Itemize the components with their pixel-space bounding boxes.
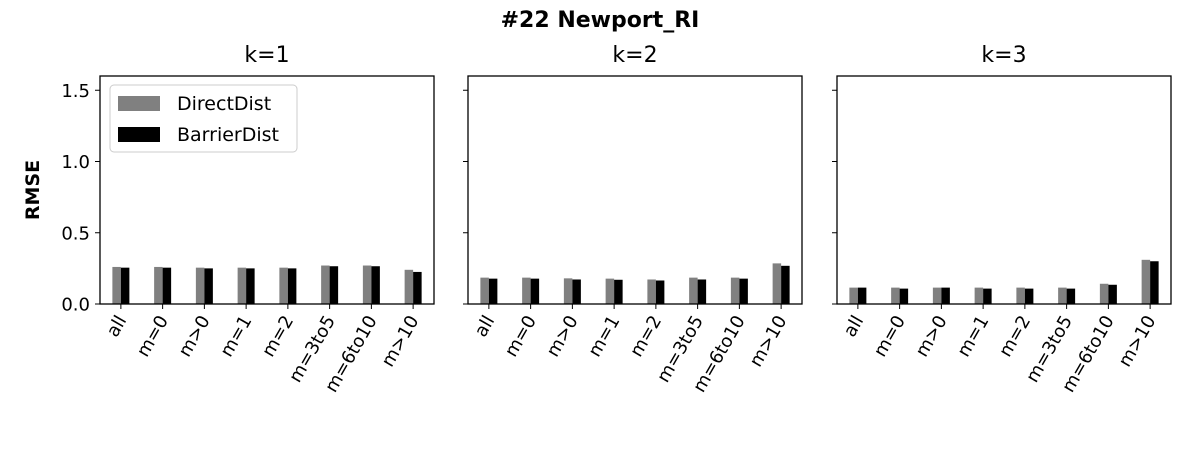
- bar-barrierdist-1: [162, 267, 172, 304]
- bar-directdist-7: [1141, 259, 1151, 304]
- x-tick-label: all: [470, 312, 499, 341]
- bar-barrierdist-5: [697, 279, 707, 304]
- x-tick-label: m>10: [746, 312, 792, 371]
- bar-barrierdist-6: [1108, 284, 1117, 304]
- bar-directdist-4: [1016, 287, 1025, 304]
- x-tick-label: m>0: [911, 312, 951, 361]
- y-tick-label: 1.5: [61, 81, 90, 102]
- plot-frame: [836, 75, 1172, 305]
- x-tick-label: m=1: [584, 312, 624, 361]
- bar-directdist-6: [1099, 283, 1109, 304]
- bar-barrierdist-7: [1150, 261, 1159, 304]
- bar-barrierdist-1: [530, 278, 540, 304]
- bar-barrierdist-6: [739, 278, 748, 304]
- bar-directdist-2: [932, 287, 942, 304]
- bar-directdist-6: [730, 277, 740, 304]
- bar-directdist-1: [522, 277, 531, 304]
- plot-frame: [467, 75, 803, 305]
- y-tick-label: 0.5: [61, 223, 90, 244]
- bar-directdist-3: [605, 278, 615, 304]
- bar-directdist-0: [480, 277, 489, 304]
- bar-barrierdist-4: [287, 268, 297, 304]
- bar-barrierdist-4: [1024, 288, 1034, 304]
- bar-barrierdist-7: [781, 265, 790, 304]
- x-tick-label: m>0: [542, 312, 582, 361]
- bar-barrierdist-1: [899, 288, 909, 304]
- bar-barrierdist-3: [614, 279, 623, 304]
- bar-barrierdist-7: [413, 271, 422, 304]
- bar-directdist-3: [237, 267, 247, 304]
- bar-barrierdist-0: [857, 287, 867, 304]
- panel-title: k=2: [612, 43, 657, 68]
- bar-directdist-5: [321, 265, 330, 304]
- legend-swatch-barrierdist: [118, 127, 160, 142]
- bar-directdist-2: [563, 278, 573, 304]
- legend: DirectDist BarrierDist: [109, 84, 298, 153]
- bar-directdist-4: [647, 279, 656, 304]
- bar-directdist-2: [195, 267, 205, 304]
- bar-barrierdist-5: [329, 266, 339, 304]
- bar-directdist-4: [279, 267, 288, 304]
- bar-directdist-1: [891, 287, 900, 304]
- figure-title: #22 Newport_RI: [501, 8, 700, 33]
- bar-barrierdist-3: [983, 288, 992, 304]
- x-tick-label: m=0: [501, 312, 541, 361]
- bar-directdist-0: [849, 287, 858, 304]
- panel-title: k=3: [981, 43, 1026, 68]
- x-tick-label: all: [839, 312, 868, 341]
- panel-title: k=1: [244, 43, 289, 68]
- bar-directdist-5: [1058, 287, 1067, 304]
- bar-barrierdist-0: [120, 267, 130, 304]
- x-tick-label: m=2: [995, 312, 1035, 361]
- legend-label-directdist: DirectDist: [177, 93, 271, 115]
- x-tick-label: m>10: [1115, 312, 1161, 371]
- legend-swatch-directdist: [118, 96, 160, 111]
- bar-directdist-7: [404, 269, 414, 304]
- x-tick-label: m=0: [133, 312, 173, 361]
- legend-label-barrierdist: BarrierDist: [177, 124, 279, 146]
- x-tick-label: all: [102, 312, 131, 341]
- bar-barrierdist-3: [246, 268, 255, 304]
- bar-barrierdist-2: [204, 268, 213, 304]
- bar-directdist-3: [974, 287, 984, 304]
- bar-barrierdist-6: [371, 266, 380, 304]
- bar-barrierdist-4: [655, 280, 665, 304]
- bar-barrierdist-5: [1066, 288, 1076, 304]
- x-tick-label: m=1: [953, 312, 993, 361]
- plot-frame: [99, 75, 435, 305]
- y-tick-label: 0.0: [61, 295, 90, 316]
- x-tick-label: m>0: [174, 312, 214, 361]
- y-axis-label: RMSE: [22, 160, 44, 220]
- bar-barrierdist-2: [572, 279, 581, 304]
- x-tick-label: m=2: [626, 312, 666, 361]
- bar-directdist-1: [154, 266, 163, 304]
- x-tick-label: m>10: [378, 312, 424, 371]
- bar-directdist-0: [112, 266, 121, 304]
- bar-directdist-7: [772, 263, 782, 304]
- bar-barrierdist-0: [488, 278, 498, 304]
- x-tick-label: m=0: [870, 312, 910, 361]
- x-tick-label: m=2: [258, 312, 298, 361]
- bar-barrierdist-2: [941, 287, 950, 304]
- x-tick-label: m=1: [216, 312, 256, 361]
- bar-directdist-6: [362, 265, 372, 304]
- y-tick-label: 1.0: [61, 152, 90, 173]
- bar-directdist-5: [689, 277, 698, 304]
